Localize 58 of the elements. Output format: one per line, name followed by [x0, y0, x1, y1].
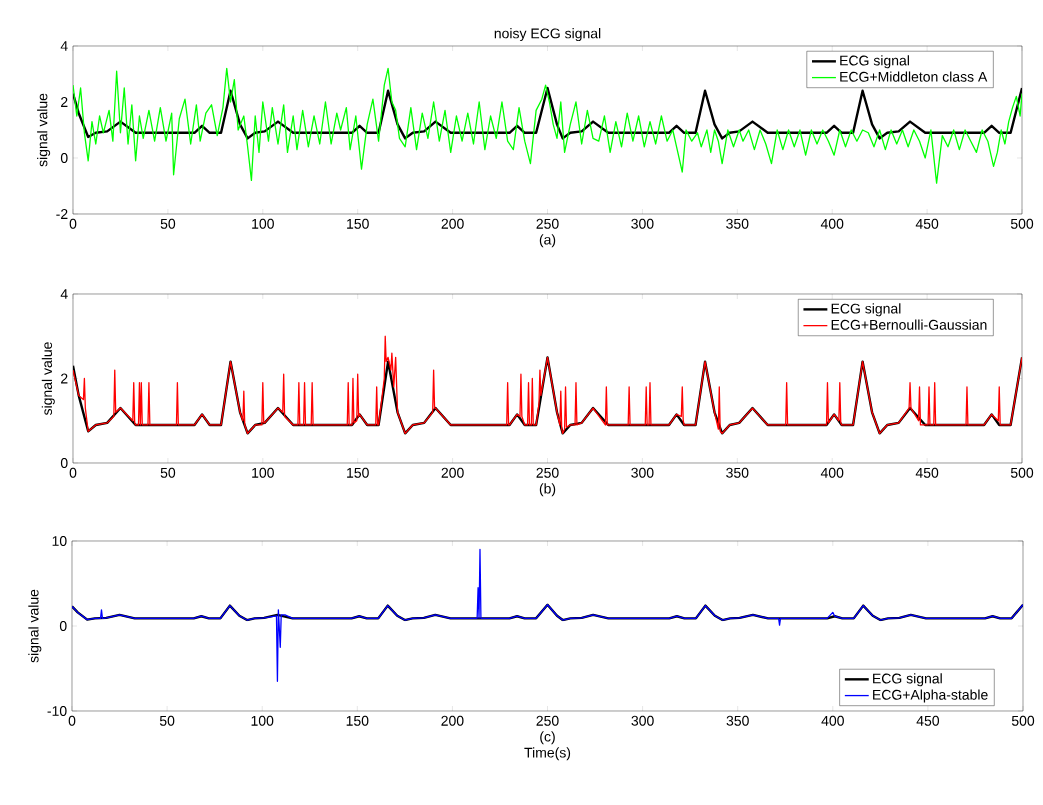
x-tick-label: 450 — [916, 715, 940, 726]
y-tick-label: 4 — [60, 289, 68, 299]
y-tick-label: 4 — [60, 41, 68, 51]
legend-label: ECG+Bernoulli-Gaussian — [831, 319, 987, 330]
x-tick-label: 100 — [251, 715, 274, 726]
legend-label: ECG+Middleton class A — [840, 71, 988, 82]
x-tick-label: 100 — [252, 218, 274, 229]
legend-label: ECG signal — [873, 673, 942, 687]
y-tick-label: 0 — [60, 153, 68, 163]
line-series — [73, 67, 1023, 184]
y-tick-label: 0 — [59, 621, 67, 631]
x-tick-label: 250 — [536, 218, 559, 229]
x-tick-label: 400 — [820, 467, 844, 478]
y-axis-title: signal value — [41, 342, 55, 416]
y-axis-title: signal value — [37, 93, 51, 167]
x-tick-label: 50 — [160, 218, 176, 229]
x-tick-label: 200 — [441, 218, 464, 229]
legend-label: ECG signal — [840, 55, 909, 69]
y-tick-label: -2 — [56, 209, 68, 219]
y-tick-label: 2 — [61, 97, 68, 107]
text: Time(s) — [524, 747, 571, 761]
x-tick-label: 150 — [347, 218, 369, 229]
x-tick-label: 250 — [536, 467, 559, 478]
x-tick-label: 0 — [68, 715, 76, 726]
x-tick-label: 250 — [536, 715, 559, 726]
y-tick-label: 0 — [60, 458, 68, 468]
x-tick-label: 300 — [631, 715, 654, 726]
x-tick-label: 400 — [820, 218, 844, 229]
legend-label: ECG+Alpha-stable — [873, 689, 988, 703]
x-tick-label: 50 — [159, 715, 175, 726]
x-tick-label: 150 — [347, 467, 369, 478]
x-tick-label: 450 — [915, 218, 939, 229]
y-tick-label: 10 — [52, 536, 67, 546]
y-axis-title: signal value — [28, 589, 42, 663]
x-tick-label: 300 — [631, 218, 654, 229]
y-tick-label: -10 — [47, 706, 67, 716]
x-tick-label: 0 — [69, 218, 77, 229]
x-axis-title: (c) — [540, 731, 555, 745]
x-tick-label: 500 — [1010, 218, 1034, 229]
x-tick-label: 350 — [726, 218, 749, 229]
x-tick-label: 0 — [69, 467, 77, 478]
x-axis-title: (b) — [539, 483, 556, 497]
x-tick-label: 150 — [346, 715, 369, 726]
x-axis-title: (a) — [539, 234, 556, 248]
x-tick-label: 350 — [726, 467, 749, 478]
x-tick-label: 300 — [631, 467, 654, 478]
legend-label: ECG signal — [831, 303, 901, 317]
x-tick-label: 200 — [441, 467, 464, 478]
x-tick-label: 500 — [1010, 467, 1034, 478]
x-tick-label: 100 — [252, 467, 274, 478]
x-tick-label: 400 — [821, 715, 844, 726]
x-tick-label: 500 — [1011, 715, 1035, 726]
chart-title: noisy ECG signal — [494, 28, 601, 42]
x-tick-label: 50 — [160, 467, 176, 478]
x-tick-label: 450 — [915, 467, 939, 478]
y-tick-label: 2 — [61, 373, 68, 384]
x-tick-label: 350 — [726, 715, 749, 726]
x-tick-label: 200 — [441, 715, 464, 726]
